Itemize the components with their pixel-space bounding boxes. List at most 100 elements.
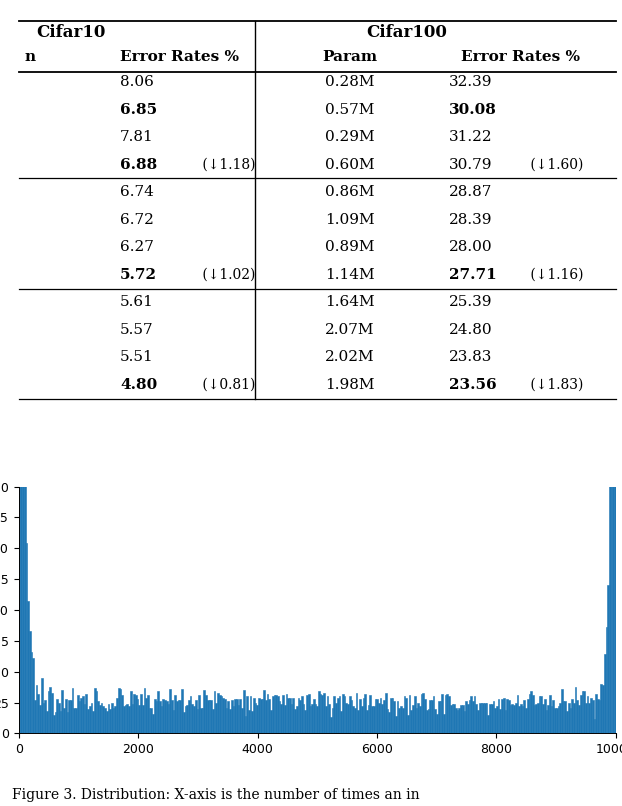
Bar: [207, 700, 208, 733]
Bar: [139, 705, 140, 733]
Bar: [361, 706, 363, 733]
Bar: [238, 705, 239, 733]
Bar: [427, 708, 429, 733]
Bar: [48, 692, 50, 733]
Bar: [593, 719, 595, 733]
Bar: [400, 706, 402, 733]
Text: 6.74: 6.74: [120, 185, 154, 199]
Bar: [424, 699, 426, 733]
Bar: [484, 703, 486, 733]
Bar: [563, 701, 564, 733]
Bar: [566, 711, 568, 733]
Bar: [557, 706, 559, 733]
Bar: [277, 696, 279, 733]
Bar: [590, 698, 592, 733]
Text: (↓1.60): (↓1.60): [526, 158, 583, 172]
Bar: [246, 696, 248, 733]
Bar: [609, 462, 611, 733]
Text: 0.28M: 0.28M: [325, 75, 375, 89]
Bar: [383, 700, 385, 733]
Bar: [468, 700, 470, 733]
Bar: [554, 708, 556, 733]
Bar: [289, 698, 290, 733]
Text: Cifar10: Cifar10: [37, 24, 106, 41]
Bar: [176, 701, 178, 733]
Bar: [532, 696, 534, 733]
Bar: [63, 708, 65, 733]
Bar: [404, 696, 406, 733]
Text: Param: Param: [322, 50, 378, 64]
Bar: [265, 700, 267, 733]
Bar: [327, 696, 328, 733]
Bar: [571, 699, 573, 733]
Bar: [146, 698, 147, 733]
Bar: [51, 692, 53, 733]
Text: 32.39: 32.39: [448, 75, 492, 89]
Bar: [462, 705, 463, 733]
Bar: [595, 694, 597, 733]
Bar: [233, 706, 234, 733]
Bar: [22, 313, 24, 733]
Bar: [72, 688, 73, 733]
Bar: [228, 701, 229, 733]
Text: 2.02M: 2.02M: [325, 351, 375, 364]
Bar: [190, 696, 192, 733]
Bar: [24, 460, 26, 733]
Bar: [547, 705, 549, 733]
Bar: [561, 689, 563, 733]
Bar: [518, 706, 520, 733]
Bar: [503, 698, 504, 733]
Bar: [137, 699, 139, 733]
Bar: [78, 701, 80, 733]
Text: Error Rates %: Error Rates %: [121, 50, 239, 64]
Bar: [491, 704, 493, 733]
Bar: [197, 708, 198, 733]
Bar: [340, 711, 342, 733]
Bar: [85, 694, 87, 733]
Bar: [564, 701, 566, 733]
Bar: [489, 704, 491, 733]
Text: 24.80: 24.80: [448, 323, 492, 337]
Bar: [534, 705, 536, 733]
Bar: [393, 701, 395, 733]
Bar: [192, 704, 193, 733]
Bar: [104, 708, 106, 733]
Bar: [345, 703, 347, 733]
Text: 2.07M: 2.07M: [325, 323, 375, 337]
Bar: [455, 708, 457, 733]
Bar: [494, 708, 496, 733]
Bar: [559, 703, 561, 733]
Bar: [376, 699, 378, 733]
Bar: [299, 700, 301, 733]
Bar: [226, 708, 228, 733]
Bar: [171, 700, 173, 733]
Bar: [313, 699, 315, 733]
Bar: [203, 690, 205, 733]
Bar: [323, 692, 325, 733]
Bar: [409, 696, 411, 733]
Bar: [488, 715, 489, 733]
Bar: [37, 694, 39, 733]
Bar: [493, 701, 494, 733]
Bar: [260, 699, 262, 733]
Bar: [276, 696, 277, 733]
Bar: [337, 698, 338, 733]
Bar: [92, 711, 94, 733]
Text: 30.08: 30.08: [448, 102, 496, 117]
Bar: [585, 703, 587, 733]
Bar: [577, 700, 578, 733]
Bar: [77, 696, 78, 733]
Bar: [436, 713, 438, 733]
Bar: [46, 711, 48, 733]
Bar: [281, 704, 282, 733]
Bar: [173, 710, 174, 733]
Bar: [224, 699, 226, 733]
Bar: [515, 703, 516, 733]
Bar: [419, 706, 420, 733]
Bar: [166, 701, 167, 733]
Bar: [498, 699, 499, 733]
Text: 28.87: 28.87: [448, 185, 492, 199]
Bar: [598, 700, 600, 733]
Bar: [422, 692, 424, 733]
Bar: [395, 717, 397, 733]
